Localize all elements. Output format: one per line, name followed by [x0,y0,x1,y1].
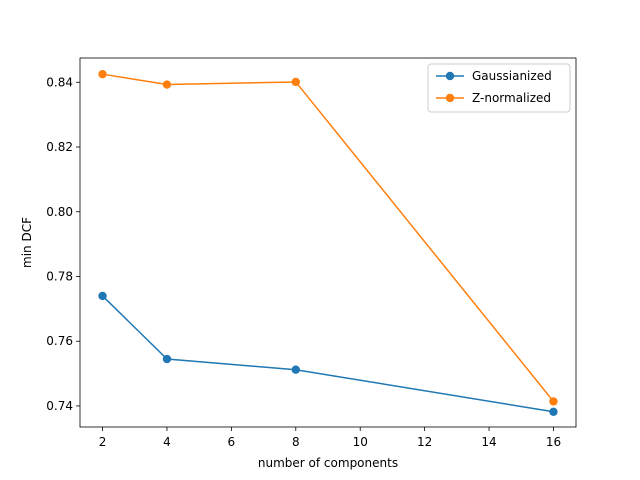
legend-marker [445,71,455,81]
data-point [162,354,172,364]
axes-frame [79,57,577,428]
legend-item: Z-normalized [436,91,551,105]
y-axis-ticks: 0.74 0.76 0.78 0.80 0.82 0.84 [46,75,80,413]
y-tick-label: 0.84 [46,75,73,89]
y-tick-label: 0.76 [46,334,73,348]
x-axis-ticks: 2 4 6 8 10 12 14 16 [99,427,561,449]
series-line [102,295,554,413]
x-tick-label: 12 [417,435,432,449]
legend-marker [445,93,455,103]
data-point [162,80,172,89]
y-tick-label: 0.74 [46,399,73,413]
data-point [291,77,300,87]
data-point [549,407,558,416]
legend-item: Gaussianized [436,69,552,83]
y-tick-label: 0.78 [46,269,73,283]
y-axis-label: min DCF [20,217,34,268]
legend-label: Z-normalized [472,91,551,105]
x-tick-label: 14 [481,435,496,449]
legend-label: Gaussianized [472,69,552,83]
x-tick-label: 8 [292,435,300,449]
legend: Gaussianized Z-normalized [427,63,571,113]
series-1 [98,291,558,416]
data-point [98,291,107,301]
data-point [98,69,107,79]
data-point [291,365,300,374]
series-layer [98,69,558,416]
y-tick-label: 0.80 [46,205,73,219]
series-2 [98,69,558,406]
x-axis-label: number of components [258,456,398,470]
x-tick-label: 16 [546,435,561,449]
y-tick-label: 0.82 [46,140,73,154]
x-tick-label: 6 [228,435,236,449]
data-point [549,397,558,406]
x-tick-label: 10 [353,435,368,449]
x-tick-label: 4 [163,435,171,449]
series-line [102,73,555,402]
x-tick-label: 2 [99,435,107,449]
